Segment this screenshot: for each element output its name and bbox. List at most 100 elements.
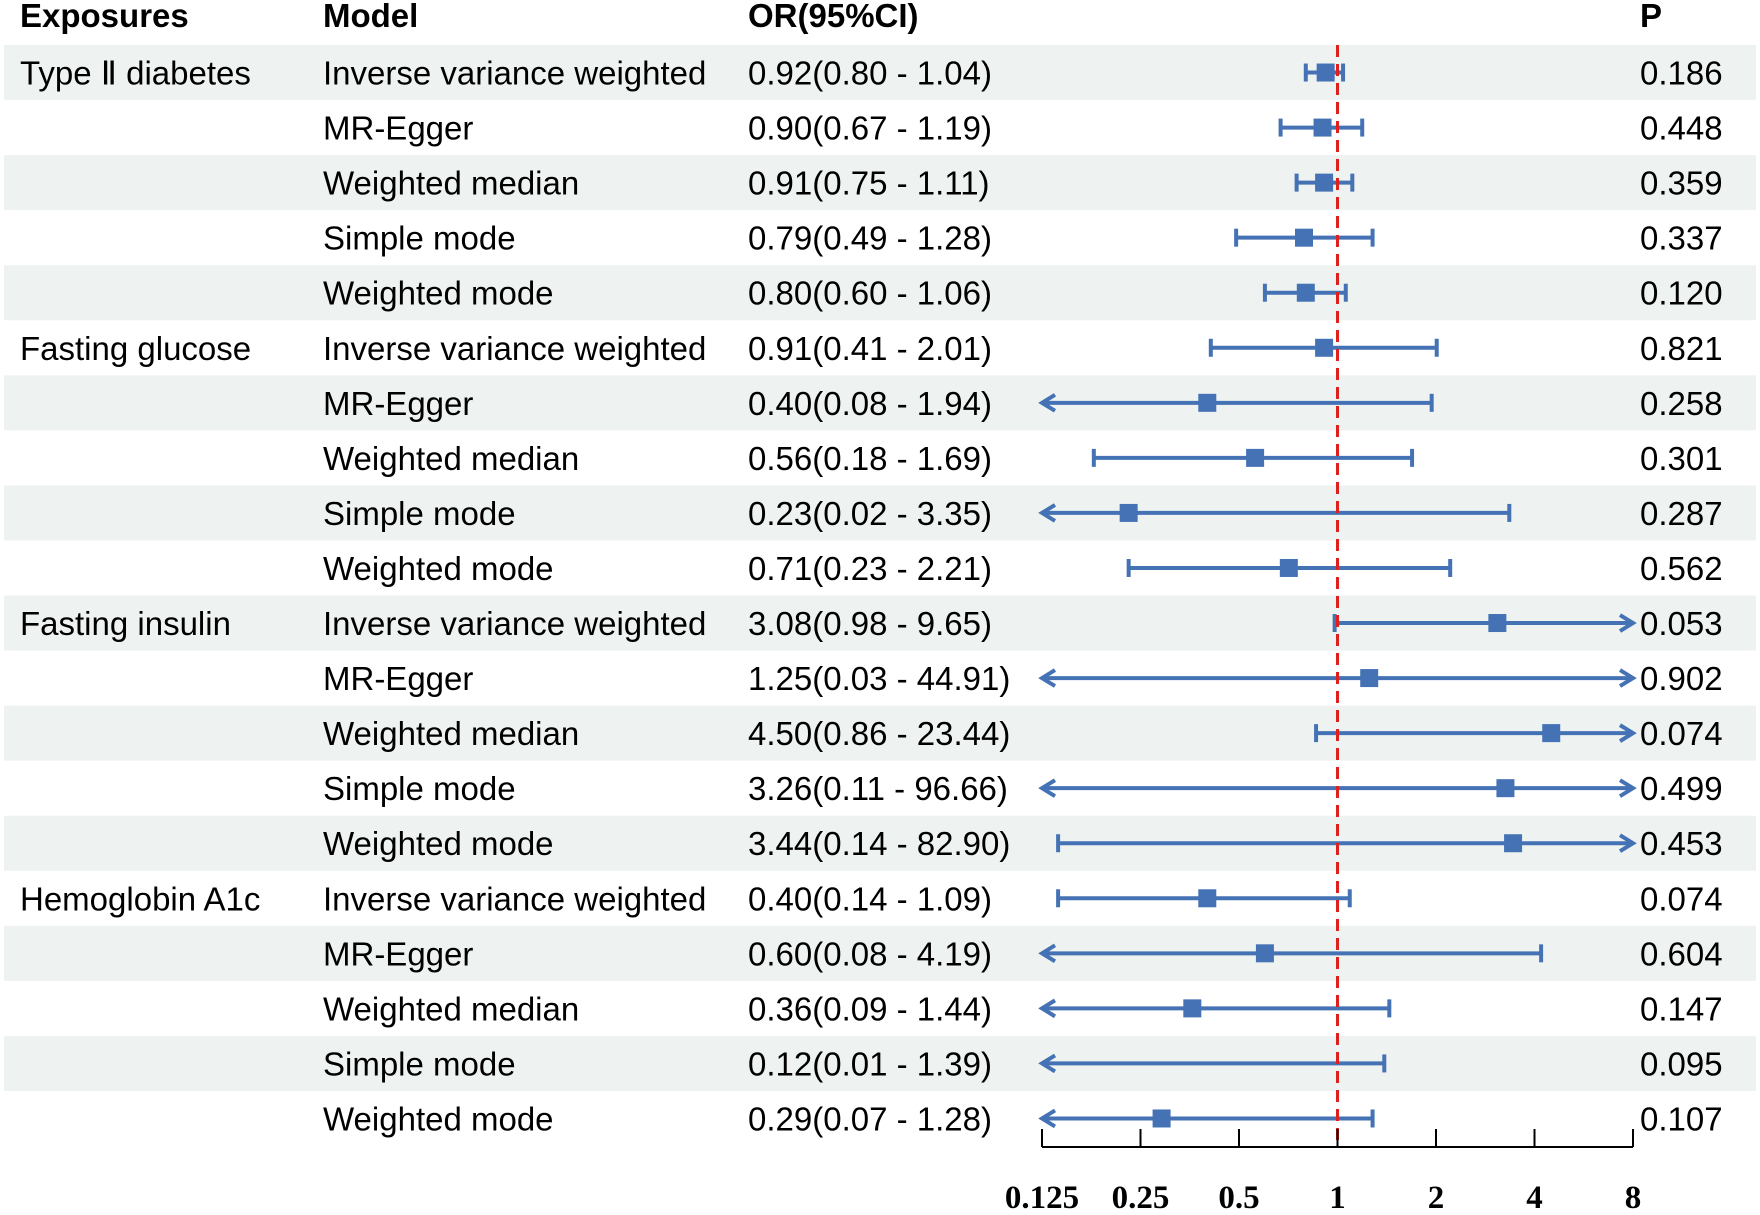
p-value: 0.107 xyxy=(1640,1100,1723,1137)
or-ci-text: 0.71(0.23 - 2.21) xyxy=(748,550,992,587)
p-value: 0.074 xyxy=(1640,880,1723,917)
model-label: Inverse variance weighted xyxy=(323,605,706,642)
or-ci-text: 0.90(0.67 - 1.19) xyxy=(748,110,992,147)
table-rows: Type Ⅱ diabetes Inverse variance weighted… xyxy=(20,55,1723,1138)
ci-arrow-left xyxy=(1038,1053,1057,1074)
model-label: MR-Egger xyxy=(323,385,473,422)
or-marker xyxy=(1152,1109,1171,1128)
or-ci-text: 0.40(0.14 - 1.09) xyxy=(748,880,992,917)
or-marker xyxy=(1198,889,1217,908)
or-ci-text: 0.92(0.80 - 1.04) xyxy=(748,55,992,92)
or-marker xyxy=(1542,724,1561,743)
x-tick-label: 0.25 xyxy=(1112,1180,1170,1215)
row-stripe xyxy=(4,155,1756,211)
or-marker xyxy=(1315,173,1334,192)
exposure-label: Fasting glucose xyxy=(20,330,251,367)
or-ci-text: 0.91(0.75 - 1.11) xyxy=(748,165,990,202)
p-value: 0.604 xyxy=(1640,935,1723,972)
row-stripe xyxy=(4,375,1756,431)
model-label: Simple mode xyxy=(323,770,516,807)
header-model: Model xyxy=(323,0,418,34)
or-marker xyxy=(1488,614,1507,633)
model-label: Simple mode xyxy=(323,1045,516,1082)
model-label: MR-Egger xyxy=(323,660,473,697)
header-or: OR(95%CI) xyxy=(748,0,919,34)
p-value: 0.053 xyxy=(1640,605,1723,642)
or-marker xyxy=(1360,669,1379,688)
model-label: Simple mode xyxy=(323,495,516,532)
p-value: 0.337 xyxy=(1640,220,1723,257)
or-ci-text: 0.80(0.60 - 1.06) xyxy=(748,275,992,312)
or-ci-text: 3.44(0.14 - 82.90) xyxy=(748,825,1010,862)
or-ci-text: 4.50(0.86 - 23.44) xyxy=(748,715,1010,752)
ci-arrow-right xyxy=(1618,833,1637,853)
model-label: Weighted median xyxy=(323,990,579,1027)
p-value: 0.186 xyxy=(1640,55,1723,92)
ci-arrow-left xyxy=(1038,503,1057,523)
or-marker xyxy=(1496,779,1515,798)
row-stripe xyxy=(4,1035,1756,1091)
p-value: 0.562 xyxy=(1640,550,1723,587)
or-ci-text: 0.60(0.08 - 4.19) xyxy=(748,935,992,972)
row-stripe xyxy=(4,265,1756,321)
or-marker xyxy=(1313,118,1332,137)
or-marker xyxy=(1255,944,1274,963)
ci-arrow-right xyxy=(1618,723,1637,743)
or-ci-text: 0.56(0.18 - 1.69) xyxy=(748,440,992,477)
model-label: Weighted mode xyxy=(323,1100,554,1137)
ci-arrow-right xyxy=(1618,613,1637,633)
x-axis: 0.125 0.25 0.5 1 2 4 8 xyxy=(1005,1129,1641,1215)
or-ci-text: 0.40(0.08 - 1.94) xyxy=(748,385,992,422)
x-tick-label: 0.125 xyxy=(1005,1180,1079,1215)
ci-arrow-right xyxy=(1618,778,1637,798)
or-marker xyxy=(1315,338,1334,357)
p-value: 0.453 xyxy=(1640,825,1723,862)
p-value: 0.287 xyxy=(1640,495,1723,532)
ci-arrow-left xyxy=(1038,778,1057,798)
or-ci-text: 0.36(0.09 - 1.44) xyxy=(748,990,992,1027)
ci-arrow-left xyxy=(1038,668,1057,688)
model-label: Weighted mode xyxy=(323,825,554,862)
or-ci-text: 0.79(0.49 - 1.28) xyxy=(748,220,992,257)
or-ci-text: 0.23(0.02 - 3.35) xyxy=(748,495,992,532)
exposure-label: Hemoglobin A1c xyxy=(20,880,260,917)
model-label: Weighted median xyxy=(323,715,579,752)
or-ci-text: 1.25(0.03 - 44.91) xyxy=(748,660,1010,697)
or-marker xyxy=(1198,393,1217,412)
model-label: Weighted mode xyxy=(323,275,554,312)
or-marker xyxy=(1296,283,1315,302)
model-label: Inverse variance weighted xyxy=(323,330,706,367)
p-value: 0.821 xyxy=(1640,330,1723,367)
or-marker xyxy=(1504,834,1523,853)
ci-arrow-left xyxy=(1038,393,1057,413)
model-label: Weighted median xyxy=(323,165,579,202)
row-stripe xyxy=(4,45,1756,101)
x-tick-label: 0.5 xyxy=(1218,1180,1259,1215)
x-tick-label: 4 xyxy=(1526,1180,1543,1215)
p-value: 0.359 xyxy=(1640,165,1723,202)
model-label: MR-Egger xyxy=(323,110,473,147)
or-ci-text: 0.12(0.01 - 1.39) xyxy=(748,1045,992,1082)
p-value: 0.074 xyxy=(1640,715,1723,752)
model-label: Weighted median xyxy=(323,440,579,477)
model-label: Weighted mode xyxy=(323,550,554,587)
or-marker xyxy=(1119,503,1138,522)
header-p: P xyxy=(1640,0,1662,34)
or-ci-text: 0.29(0.07 - 1.28) xyxy=(748,1100,992,1137)
model-label: MR-Egger xyxy=(323,935,473,972)
or-marker xyxy=(1279,558,1298,577)
ci-arrow-left xyxy=(1038,998,1057,1019)
p-value: 0.448 xyxy=(1640,110,1723,147)
header-exposures: Exposures xyxy=(20,0,189,34)
p-value: 0.095 xyxy=(1640,1045,1723,1082)
p-value: 0.120 xyxy=(1640,275,1723,312)
x-tick-label: 8 xyxy=(1625,1180,1642,1215)
ci-arrow-left xyxy=(1038,943,1057,964)
or-marker xyxy=(1295,228,1314,247)
x-tick-label: 1 xyxy=(1329,1180,1346,1215)
p-value: 0.499 xyxy=(1640,770,1723,807)
model-label: Inverse variance weighted xyxy=(323,880,706,917)
p-value: 0.258 xyxy=(1640,385,1723,422)
ci-marks xyxy=(1038,63,1637,1129)
